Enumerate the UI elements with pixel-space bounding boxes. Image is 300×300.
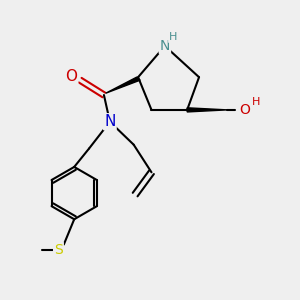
Polygon shape: [106, 77, 140, 93]
Text: N: N: [160, 39, 170, 53]
Text: S: S: [54, 243, 63, 257]
Text: O: O: [240, 103, 250, 117]
Polygon shape: [187, 108, 227, 112]
Text: H: H: [252, 97, 260, 106]
Text: N: N: [104, 114, 116, 129]
Text: O: O: [65, 69, 77, 84]
Text: H: H: [169, 32, 177, 42]
